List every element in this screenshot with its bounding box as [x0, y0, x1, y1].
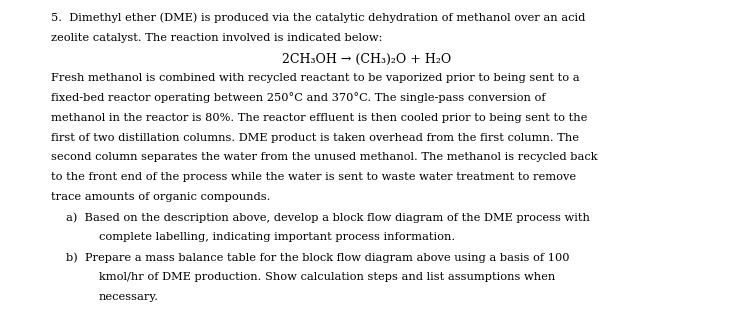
Text: fixed-bed reactor operating between 250°C and 370°C. The single-pass conversion : fixed-bed reactor operating between 250°… [51, 93, 546, 103]
Text: second column separates the water from the unused methanol. The methanol is recy: second column separates the water from t… [51, 152, 598, 163]
Text: Fresh methanol is combined with recycled reactant to be vaporized prior to being: Fresh methanol is combined with recycled… [51, 73, 580, 83]
Text: 5.  Dimethyl ether (DME) is produced via the catalytic dehydration of methanol o: 5. Dimethyl ether (DME) is produced via … [51, 13, 586, 23]
Text: trace amounts of organic compounds.: trace amounts of organic compounds. [51, 192, 270, 203]
Text: b)  Prepare a mass balance table for the block flow diagram above using a basis : b) Prepare a mass balance table for the … [66, 252, 570, 263]
Text: methanol in the reactor is 80%. The reactor effluent is then cooled prior to bei: methanol in the reactor is 80%. The reac… [51, 113, 588, 123]
Text: kmol/hr of DME production. Show calculation steps and list assumptions when: kmol/hr of DME production. Show calculat… [99, 272, 555, 282]
Text: a)  Based on the description above, develop a block flow diagram of the DME proc: a) Based on the description above, devel… [66, 212, 590, 223]
Text: first of two distillation columns. DME product is taken overhead from the first : first of two distillation columns. DME p… [51, 133, 579, 143]
Text: complete labelling, indicating important process information.: complete labelling, indicating important… [99, 232, 455, 243]
Text: zeolite catalyst. The reaction involved is indicated below:: zeolite catalyst. The reaction involved … [51, 33, 383, 43]
Text: 2CH₃OH → (CH₃)₂O + H₂O: 2CH₃OH → (CH₃)₂O + H₂O [282, 53, 451, 66]
Text: to the front end of the process while the water is sent to waste water treatment: to the front end of the process while th… [51, 172, 576, 183]
Text: necessary.: necessary. [99, 292, 159, 302]
